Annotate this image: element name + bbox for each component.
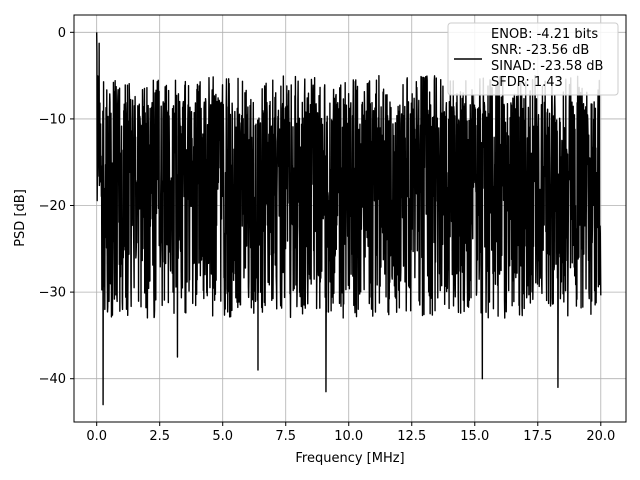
y-axis-ticks: 0 −10 −20 −30 −40 <box>39 26 74 387</box>
y-tick-label: −10 <box>39 112 66 127</box>
x-tick-label: 7.5 <box>275 429 296 444</box>
legend-sinad: SINAD: -23.58 dB <box>491 59 603 74</box>
y-tick-label: −30 <box>39 286 66 301</box>
x-tick-label: 2.5 <box>149 429 170 444</box>
legend-snr: SNR: -23.56 dB <box>491 43 589 58</box>
psd-trace <box>95 32 602 406</box>
legend: ENOB: -4.21 bits SNR: -23.56 dB SINAD: -… <box>447 22 619 96</box>
x-axis-label: Frequency [MHz] <box>295 451 404 466</box>
plot-frame <box>73 14 627 423</box>
x-tick-label: 17.5 <box>523 429 552 444</box>
x-tick-label: 10.0 <box>334 429 363 444</box>
psd-series-line <box>95 32 602 406</box>
x-tick-label: 15.0 <box>460 429 489 444</box>
x-axis-ticks: 0.0 2.5 5.0 7.5 10.0 12.5 15.0 17.5 20.0 <box>86 422 615 444</box>
y-tick-label: −40 <box>39 372 66 387</box>
x-tick-label: 20.0 <box>586 429 615 444</box>
x-tick-label: 12.5 <box>397 429 426 444</box>
y-tick-label: −20 <box>39 199 66 214</box>
y-axis-label: PSD [dB] <box>13 189 28 247</box>
y-tick-label: 0 <box>58 26 66 41</box>
legend-box <box>447 22 619 96</box>
x-tick-label: 0.0 <box>86 429 107 444</box>
legend-enob: ENOB: -4.21 bits <box>491 27 598 42</box>
legend-sfdr: SFDR: 1.43 <box>491 75 563 90</box>
x-tick-label: 5.0 <box>212 429 233 444</box>
